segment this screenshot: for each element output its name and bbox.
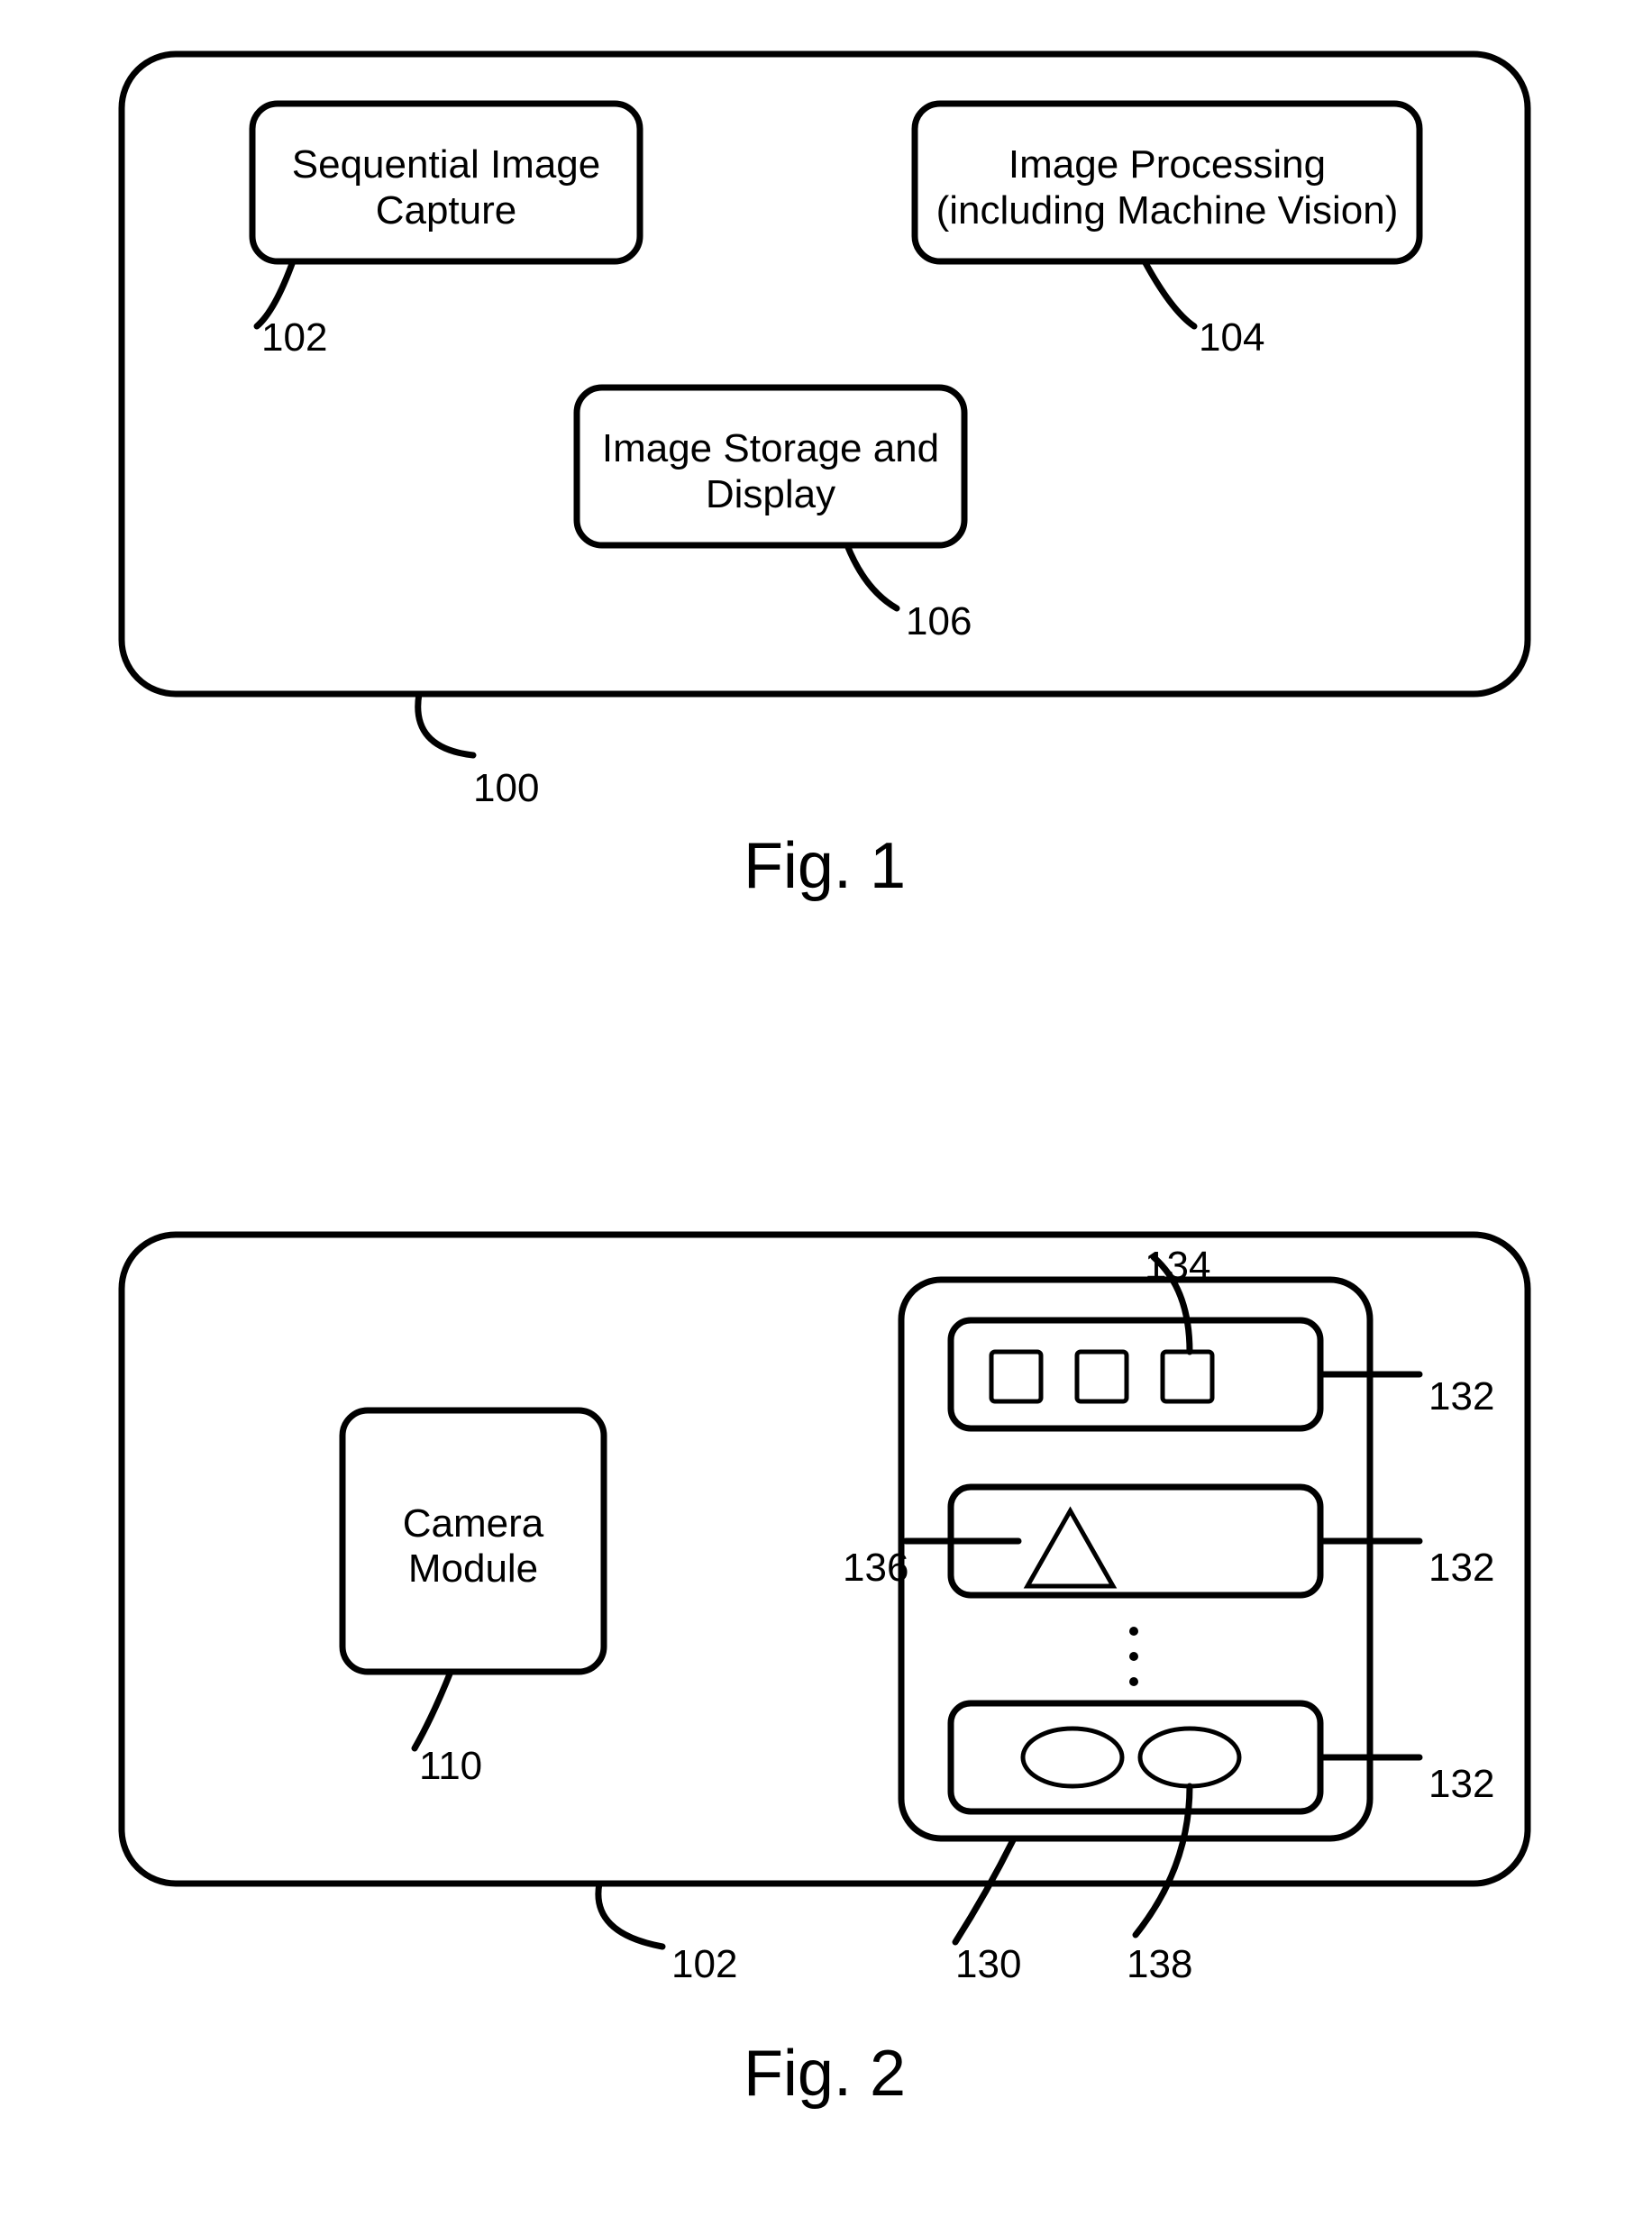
fig1-ref-100: 100	[473, 766, 581, 812]
fig2-square-icon-1	[991, 1352, 1041, 1401]
fig2-triangle-icon	[1027, 1510, 1113, 1586]
fig2-leader-110	[415, 1672, 451, 1748]
fig1-leader-100	[418, 694, 473, 755]
fig2-ref-132b: 132	[1428, 1546, 1537, 1592]
fig1-leader-106	[847, 545, 897, 608]
fig2-box-buffer	[901, 1280, 1370, 1838]
fig2-ref-130: 130	[955, 1942, 1063, 1988]
fig2-ellipse-icon-1	[1023, 1729, 1122, 1786]
fig2-slot-1	[951, 1320, 1320, 1428]
fig2-ref-132a: 132	[1428, 1374, 1537, 1420]
fig2-leader-130	[955, 1838, 1014, 1942]
fig2-ellipsis-dot-3	[1129, 1677, 1138, 1686]
fig2-ref-136: 136	[843, 1546, 951, 1592]
fig2-leader-102	[598, 1884, 662, 1947]
fig2-slot-3	[951, 1703, 1320, 1811]
fig1-ref-104: 104	[1199, 315, 1307, 361]
fig1-label-storage: Image Storage and Display	[410, 426, 1131, 517]
fig1-ref-102: 102	[261, 315, 370, 361]
diagram-svg-layer	[0, 0, 1652, 2235]
fig2-ref-138: 138	[1127, 1942, 1235, 1988]
fig2-ref-110: 110	[419, 1744, 527, 1790]
fig1-label-process: Image Processing (including Machine Visi…	[807, 142, 1528, 233]
fig1-ref-106: 106	[906, 599, 1014, 645]
fig2-square-icon-3	[1163, 1352, 1212, 1401]
fig2-ref-102: 102	[671, 1942, 780, 1988]
fig2-ref-134: 134	[1145, 1244, 1253, 1290]
fig2-ref-132c: 132	[1428, 1762, 1537, 1808]
fig1-caption: Fig. 1	[554, 829, 1095, 903]
fig2-ellipsis-dot-1	[1129, 1627, 1138, 1636]
fig1-label-capture: Sequential Image Capture	[86, 142, 807, 233]
fig1-leader-104	[1145, 261, 1194, 326]
fig2-ellipsis-dot-2	[1129, 1652, 1138, 1661]
fig2-ellipse-icon-2	[1140, 1729, 1239, 1786]
fig2-label-camera: Camera Module	[113, 1501, 834, 1592]
fig2-square-icon-2	[1077, 1352, 1127, 1401]
fig2-caption: Fig. 2	[554, 2037, 1095, 2111]
